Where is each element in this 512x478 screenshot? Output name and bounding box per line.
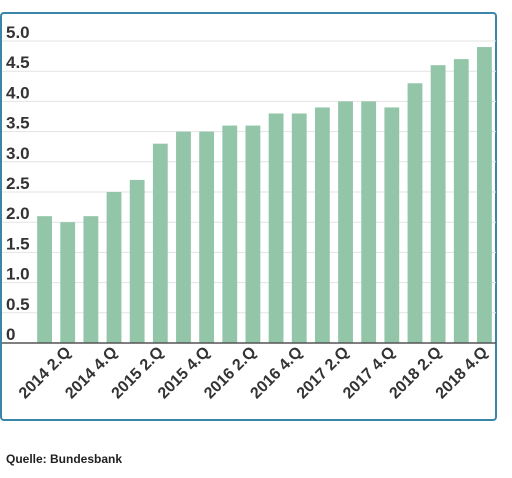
y-tick-label: 3.5 [6, 114, 30, 133]
bar [60, 222, 76, 343]
y-tick-label: 4.5 [6, 53, 30, 72]
y-tick-label: 5.0 [6, 23, 30, 42]
bar [176, 131, 191, 343]
bar [199, 131, 215, 343]
bar [152, 143, 168, 343]
bar [314, 107, 330, 343]
bar [245, 125, 261, 343]
bar [338, 101, 353, 344]
bar [453, 59, 469, 344]
bar [477, 47, 492, 343]
source-note: Quelle: Bundesbank [6, 452, 123, 466]
bar [106, 192, 122, 343]
y-tick-label: 3.0 [6, 144, 30, 163]
bar [129, 179, 145, 343]
bar [83, 216, 99, 343]
y-tick-label: 4.0 [6, 83, 30, 102]
bar [222, 125, 238, 343]
bar [384, 107, 400, 343]
y-tick-label: 1.5 [6, 234, 30, 253]
bar [407, 83, 423, 343]
y-tick-label: 2.5 [6, 174, 30, 193]
bar [361, 101, 377, 344]
bar [430, 65, 446, 343]
y-tick-label: 0.5 [6, 295, 30, 314]
bar [37, 216, 52, 343]
y-axis-ticks: 0 0.5 1.0 1.5 2.0 2.5 3.0 3.5 4.0 4.5 5.0 [6, 23, 30, 344]
y-tick-label: 1.0 [6, 265, 30, 284]
bar [268, 113, 284, 343]
bar [291, 113, 307, 343]
y-tick-label: 2.0 [6, 204, 30, 223]
y-tick-label: 0 [6, 325, 15, 344]
bars [37, 47, 492, 344]
